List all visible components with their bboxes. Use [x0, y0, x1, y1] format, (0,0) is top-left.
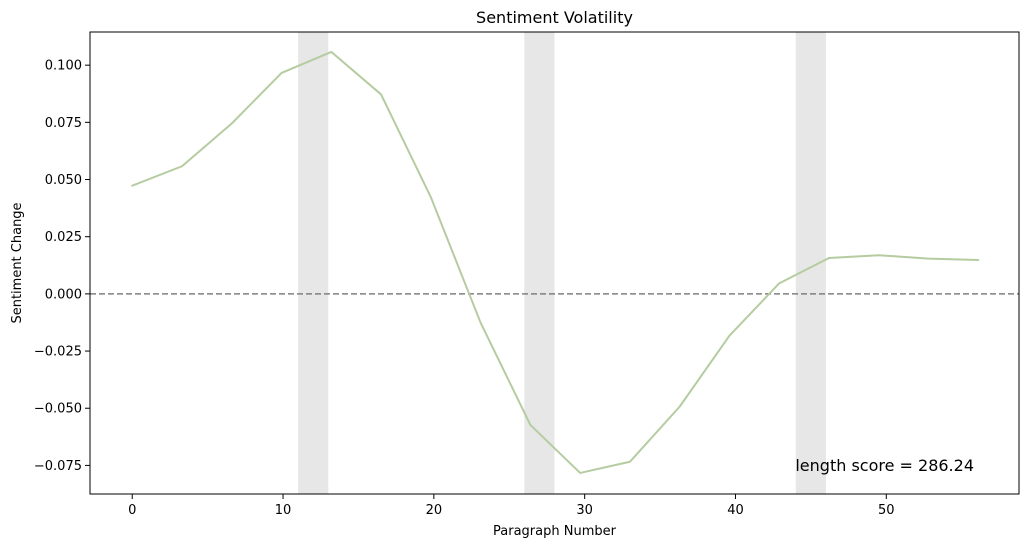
axes-frame — [89, 31, 1020, 495]
y-tick-label: −0.050 — [34, 402, 82, 417]
y-tick-label: 0.000 — [45, 287, 82, 302]
plot-area: 0 10 20 30 40 50 −0.075 −0.050 −0.025 0.000 0.025 0… — [34, 31, 1020, 518]
x-tick-label: 20 — [426, 503, 443, 518]
y-axis-label: Sentiment Change — [10, 202, 25, 323]
shaded-band-3 — [795, 32, 826, 494]
series-line-1 — [131, 50, 980, 474]
chart-title: Sentiment Volatility — [476, 8, 633, 27]
y-tick-label: 0.050 — [45, 173, 82, 188]
shaded-band-1 — [298, 32, 329, 494]
y-tick-label: 0.025 — [45, 230, 82, 245]
x-tick-label: 0 — [128, 503, 136, 518]
x-tick-label: 50 — [878, 503, 895, 518]
y-tick-label: 0.075 — [45, 116, 82, 131]
x-tick-label: 10 — [275, 503, 292, 518]
x-axis-label: Paragraph Number — [493, 524, 617, 539]
y-tick-label: −0.025 — [34, 345, 82, 360]
x-tick-label: 30 — [576, 503, 593, 518]
y-tick-label: 0.100 — [45, 59, 82, 74]
y-tick-label: −0.075 — [34, 459, 82, 474]
length-score-annotation: length score = 286.24 — [795, 456, 974, 475]
shaded-band-2 — [524, 32, 555, 494]
x-tick-label: 40 — [727, 503, 744, 518]
